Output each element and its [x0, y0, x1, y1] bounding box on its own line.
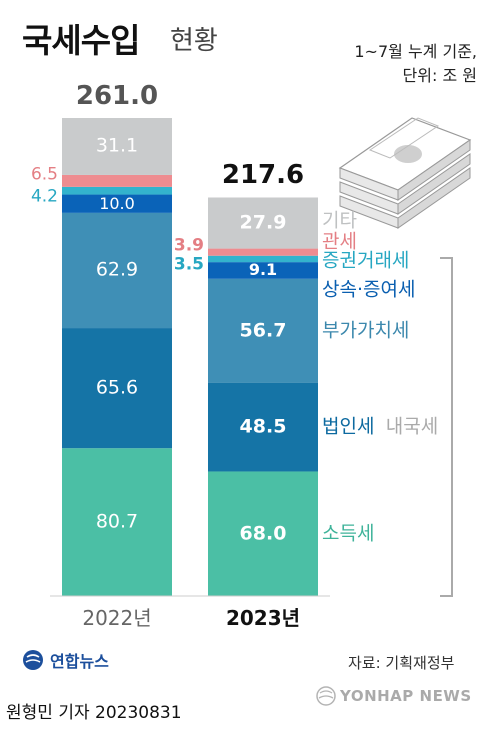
domestic-tax-bracket: [440, 257, 453, 597]
bar-vat-2023: [208, 278, 318, 383]
bar-corporate-tax-2022: [62, 328, 172, 449]
note-unit: 단위: 조 원: [402, 66, 477, 85]
source-note: 자료: 기획재정부: [348, 654, 455, 672]
yonhap-globe-icon: [23, 650, 43, 670]
chart-title: 국세수입: [22, 21, 140, 60]
bar-income-tax-2023: [208, 471, 318, 596]
stacked-bar-chart: [50, 117, 472, 597]
bar-securities-tax-2023: [208, 255, 318, 263]
bar-vat-2022: [62, 212, 172, 329]
byline: 원형민 기자 20230831: [6, 703, 182, 723]
watermark-globe-icon: [316, 686, 336, 706]
chart-subtitle: 현황: [170, 26, 218, 56]
bar-inheritance-gift-tax-2023: [208, 262, 318, 279]
bar-customs-2022: [62, 174, 172, 187]
bar-income-tax-2022: [62, 448, 172, 596]
bar-corporate-tax-2023: [208, 382, 318, 472]
watermark: YONHAP NEWS: [316, 686, 472, 706]
note-basis: 1~7월 누계 기준,: [354, 42, 477, 61]
bar-securities-tax-2022: [62, 186, 172, 195]
bar-other-2022: [62, 118, 172, 175]
bar-customs-2023: [208, 248, 318, 256]
yonhap-logo: 연합뉴스: [22, 648, 109, 672]
money-stack-icon: [338, 117, 472, 229]
bar-other-2023: [208, 197, 318, 249]
logo-text: 연합뉴스: [50, 652, 109, 671]
watermark-text: YONHAP NEWS: [340, 687, 472, 705]
bar-inheritance-gift-tax-2022: [62, 194, 172, 213]
